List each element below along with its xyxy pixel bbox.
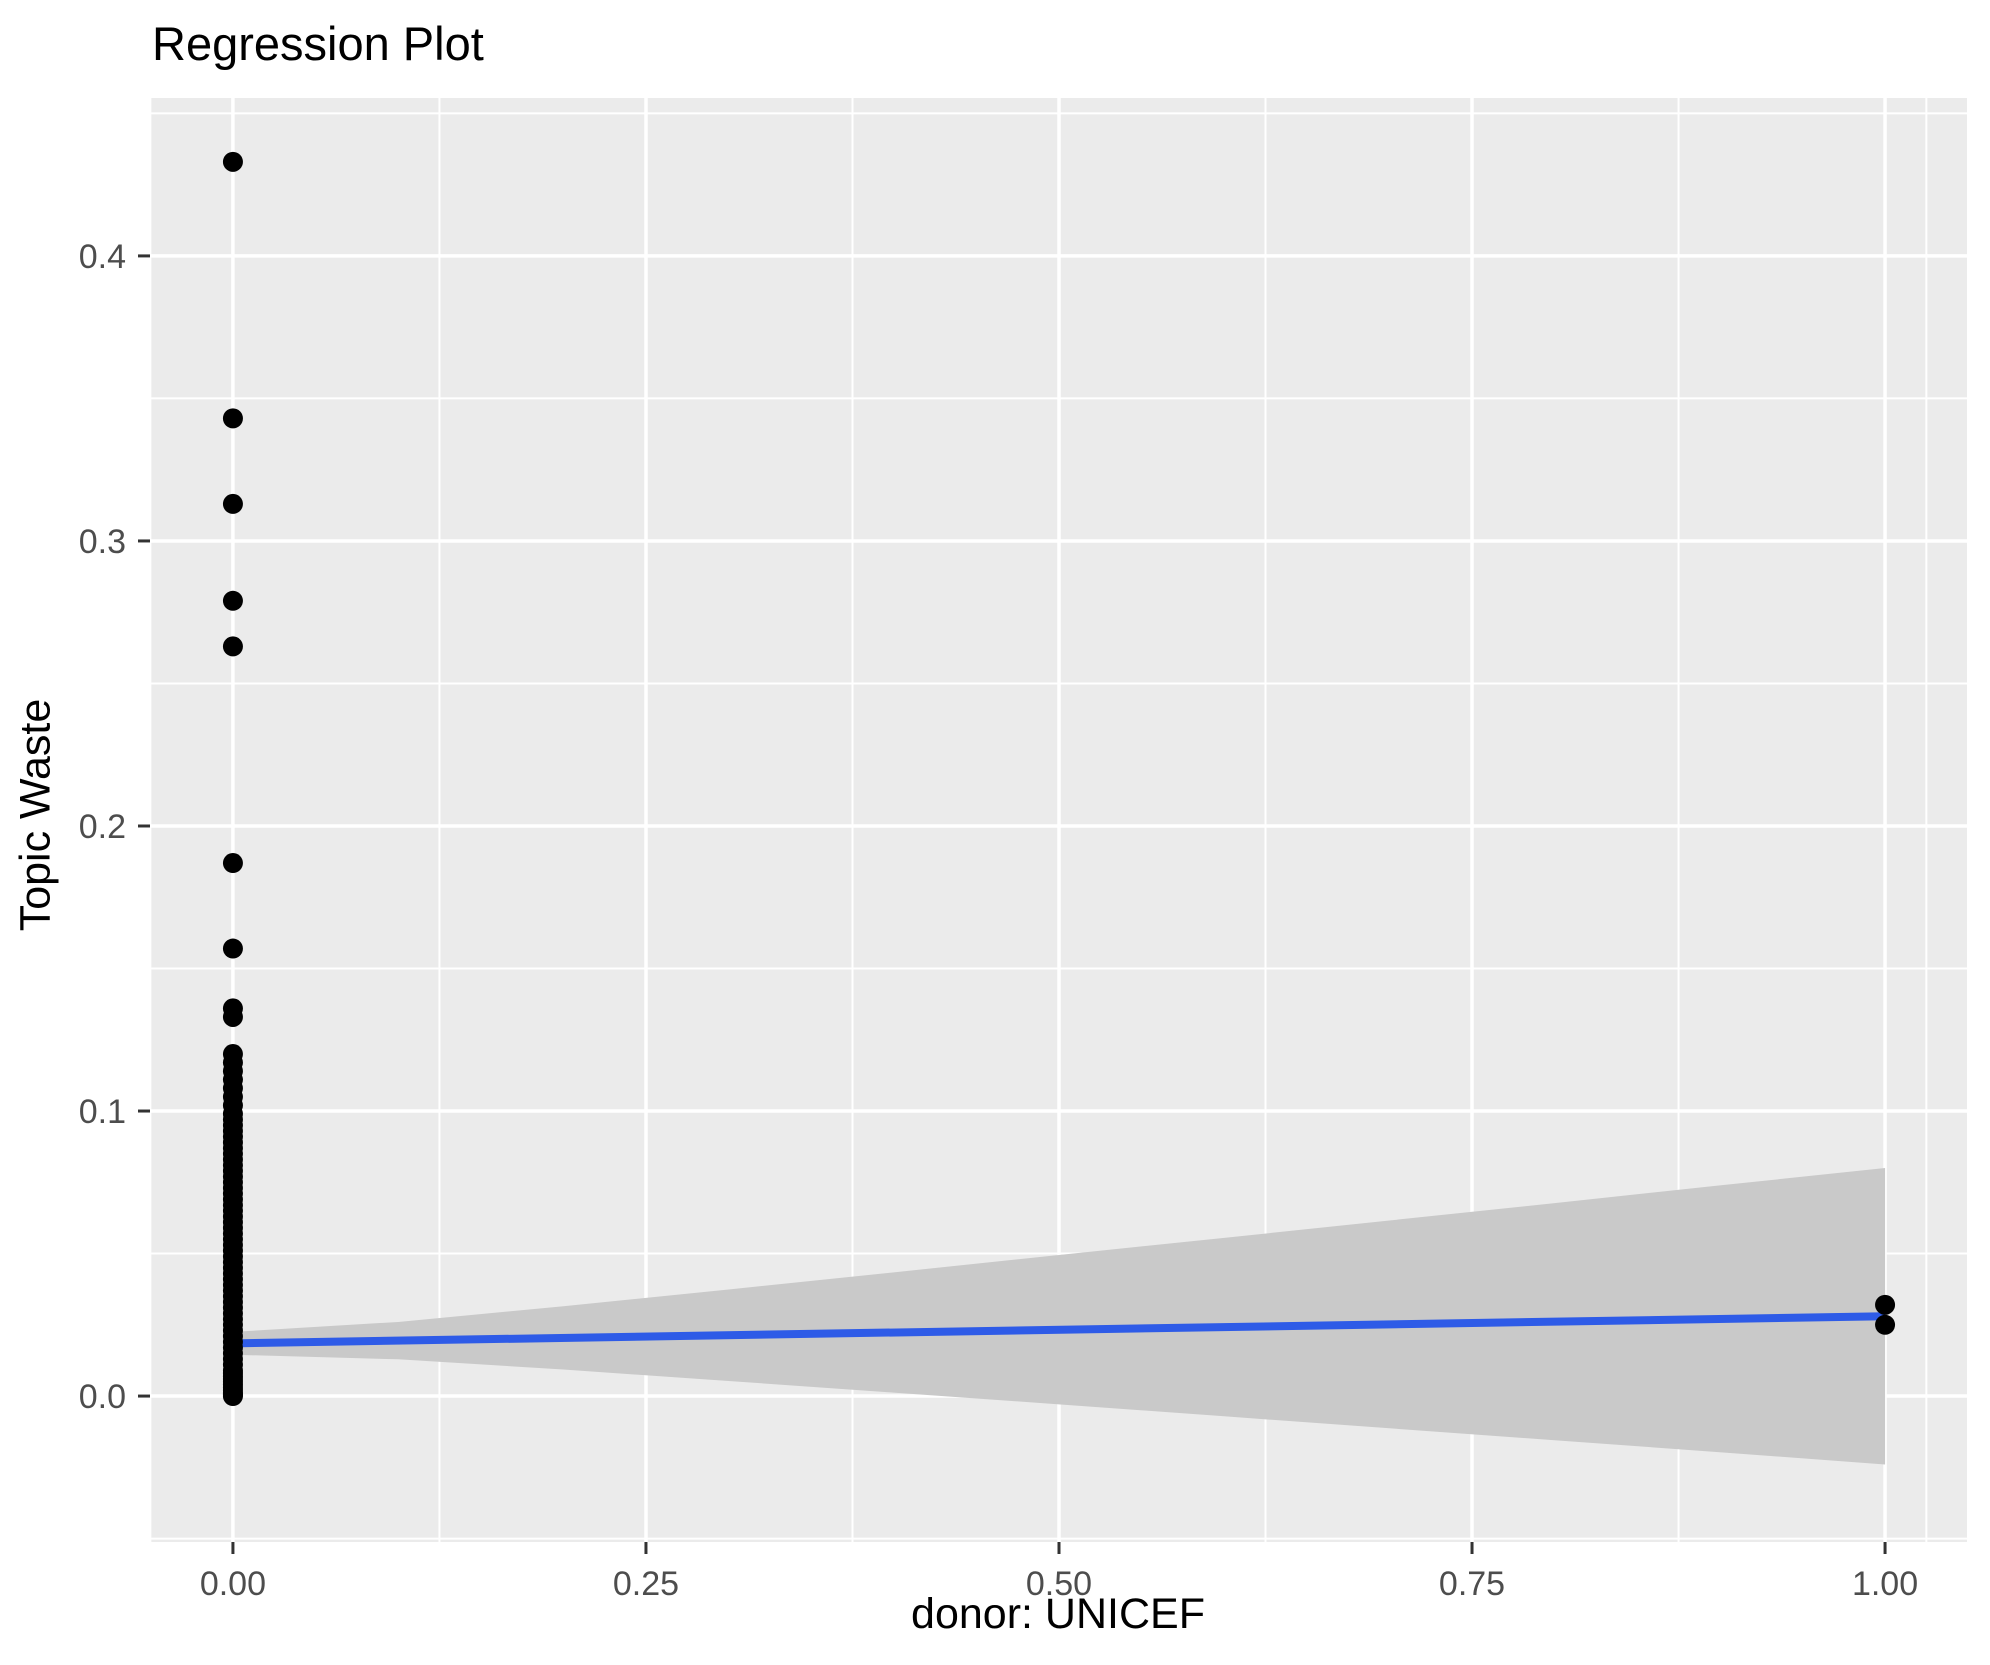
- data-point: [222, 493, 243, 514]
- regression-line: [232, 1312, 1886, 1348]
- data-point: [222, 853, 243, 874]
- data-point: [1875, 1294, 1896, 1315]
- x-axis-title: donor: UNICEF: [911, 1590, 1205, 1638]
- x-tick-label: 0.25: [613, 1565, 679, 1603]
- data-point: [222, 938, 243, 959]
- x-tick-label: 0.00: [200, 1565, 266, 1603]
- y-tick-label: 0.0: [79, 1378, 126, 1416]
- y-tick-label: 0.4: [79, 238, 126, 276]
- confidence-band: [232, 1168, 1886, 1465]
- data-point: [222, 1006, 243, 1027]
- x-tick-label: 1.00: [1852, 1565, 1918, 1603]
- data-point: [222, 151, 243, 172]
- data-point: [222, 636, 243, 657]
- x-tick-label: 0.75: [1439, 1565, 1505, 1603]
- y-axis-title: Topic Waste: [11, 698, 60, 932]
- y-tick-label: 0.1: [79, 1093, 126, 1131]
- y-tick-label: 0.3: [79, 523, 126, 561]
- y-tick-label: 0.2: [79, 808, 126, 846]
- x-tick-label: 0.50: [1026, 1565, 1092, 1603]
- data-point: [222, 1386, 243, 1407]
- data-point: [1875, 1314, 1896, 1335]
- plot-title: Regression Plot: [152, 17, 484, 70]
- data-point: [222, 408, 243, 429]
- data-point: [222, 590, 243, 611]
